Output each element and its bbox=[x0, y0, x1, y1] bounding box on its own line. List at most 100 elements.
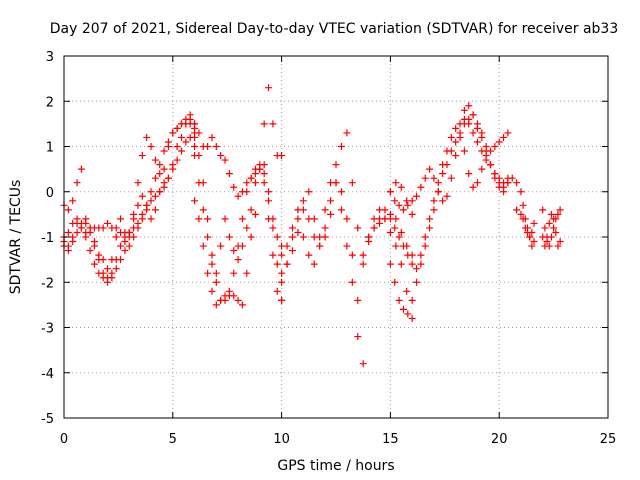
data-point bbox=[143, 206, 151, 214]
data-point bbox=[73, 228, 81, 236]
data-point bbox=[217, 242, 225, 250]
data-point bbox=[117, 215, 125, 223]
data-point bbox=[348, 278, 356, 286]
data-point bbox=[447, 133, 455, 141]
data-point bbox=[243, 179, 251, 187]
data-point bbox=[413, 265, 421, 273]
data-point bbox=[321, 233, 329, 241]
data-point bbox=[299, 197, 307, 205]
data-point bbox=[191, 197, 199, 205]
data-point bbox=[443, 147, 451, 155]
data-point bbox=[112, 256, 120, 264]
data-point bbox=[208, 260, 216, 268]
data-point bbox=[343, 215, 351, 223]
data-point bbox=[519, 201, 527, 209]
data-point bbox=[221, 215, 229, 223]
data-point bbox=[90, 238, 98, 246]
data-point bbox=[288, 247, 296, 255]
data-point bbox=[283, 260, 291, 268]
data-point bbox=[530, 238, 538, 246]
data-point bbox=[230, 292, 238, 300]
data-point bbox=[99, 224, 107, 232]
x-tick-label: 25 bbox=[600, 432, 617, 447]
data-point bbox=[217, 296, 225, 304]
data-point bbox=[504, 179, 512, 187]
data-point bbox=[86, 247, 94, 255]
data-point bbox=[556, 206, 564, 214]
data-point bbox=[273, 233, 281, 241]
data-point bbox=[473, 124, 481, 132]
data-point bbox=[426, 224, 434, 232]
data-point bbox=[421, 242, 429, 250]
data-point bbox=[151, 174, 159, 182]
data-point bbox=[430, 174, 438, 182]
data-point bbox=[104, 274, 112, 282]
data-point bbox=[386, 228, 394, 236]
data-point bbox=[305, 215, 313, 223]
y-tick-label: -5 bbox=[41, 412, 54, 427]
data-point bbox=[447, 174, 455, 182]
data-point bbox=[225, 233, 233, 241]
data-point bbox=[452, 124, 460, 132]
data-point bbox=[191, 133, 199, 141]
data-point bbox=[278, 296, 286, 304]
data-point bbox=[354, 296, 362, 304]
data-point bbox=[112, 233, 120, 241]
data-point bbox=[294, 206, 302, 214]
data-point bbox=[212, 143, 220, 150]
data-point bbox=[173, 124, 181, 132]
data-point bbox=[491, 170, 499, 178]
data-point bbox=[208, 251, 216, 259]
data-point bbox=[469, 111, 477, 119]
data-point bbox=[460, 115, 468, 123]
data-point bbox=[125, 228, 133, 236]
data-point bbox=[247, 206, 255, 214]
data-point bbox=[397, 260, 405, 268]
data-point bbox=[238, 301, 246, 309]
data-point bbox=[332, 161, 340, 169]
data-point bbox=[321, 224, 329, 232]
data-point bbox=[69, 238, 77, 246]
data-point bbox=[513, 206, 521, 214]
data-point bbox=[121, 238, 129, 246]
data-point bbox=[112, 224, 120, 232]
data-point bbox=[234, 242, 242, 250]
series-track-f bbox=[191, 152, 286, 277]
data-point bbox=[397, 228, 405, 236]
data-point bbox=[90, 260, 98, 268]
series-track-d bbox=[60, 133, 199, 282]
data-point bbox=[77, 165, 85, 173]
series-track-l bbox=[386, 111, 512, 318]
data-point bbox=[417, 251, 425, 259]
data-point bbox=[421, 233, 429, 241]
data-point bbox=[204, 215, 212, 223]
data-point bbox=[434, 188, 442, 196]
data-point bbox=[460, 106, 468, 114]
data-point bbox=[265, 188, 273, 196]
data-point bbox=[327, 197, 335, 205]
data-point bbox=[221, 156, 229, 164]
data-point bbox=[269, 251, 277, 259]
data-point bbox=[269, 224, 277, 232]
data-point bbox=[95, 256, 103, 264]
data-point bbox=[439, 197, 447, 205]
data-point bbox=[337, 206, 345, 214]
data-point bbox=[86, 224, 94, 232]
data-point bbox=[482, 147, 490, 155]
data-point bbox=[376, 219, 384, 227]
y-tick-label: 0 bbox=[46, 186, 54, 201]
data-point bbox=[212, 301, 220, 309]
data-point bbox=[321, 206, 329, 214]
data-point bbox=[265, 84, 273, 92]
data-point bbox=[243, 269, 251, 277]
data-point bbox=[208, 133, 216, 141]
data-point bbox=[543, 233, 551, 241]
data-point bbox=[392, 242, 400, 250]
data-point bbox=[465, 120, 473, 128]
data-point bbox=[247, 174, 255, 182]
data-point bbox=[147, 215, 155, 223]
data-point bbox=[386, 215, 394, 223]
data-point bbox=[273, 260, 281, 268]
x-tick-label: 0 bbox=[60, 432, 68, 447]
series-track-a bbox=[60, 115, 199, 286]
